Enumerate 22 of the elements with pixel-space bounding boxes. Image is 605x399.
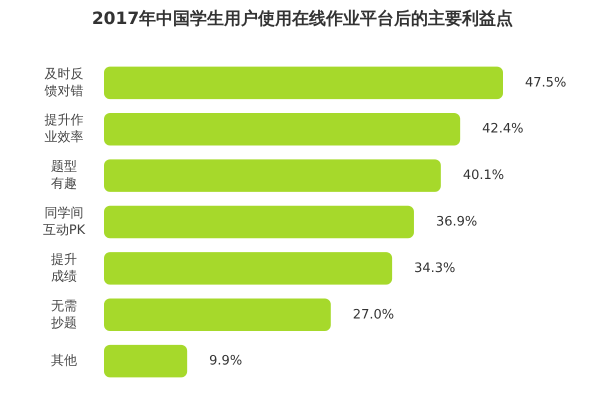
bar — [104, 66, 503, 100]
y-tick-label: 其他 — [51, 354, 77, 369]
bar — [104, 252, 392, 285]
bar — [104, 344, 188, 378]
bar — [104, 159, 441, 192]
y-tick-label: 提升成绩 — [51, 252, 77, 284]
chart-title: 2017年中国学生用户使用在线作业平台后的主要利益点 — [92, 9, 514, 29]
data-label: 9.9% — [209, 354, 242, 369]
bar — [104, 113, 460, 146]
bar — [104, 298, 331, 331]
y-tick-label: 及时反馈对错 — [44, 66, 84, 99]
y-tick-label: 同学间互动PK — [42, 206, 86, 238]
data-label: 40.1% — [462, 168, 504, 184]
data-label: 34.3% — [414, 260, 456, 276]
data-label: 42.4% — [482, 122, 524, 137]
y-tick-label: 题型有趣 — [51, 160, 77, 192]
data-label: 36.9% — [436, 214, 478, 230]
bar — [104, 206, 414, 238]
y-tick-label: 提升作业效率 — [44, 113, 84, 146]
data-label: 27.0% — [352, 307, 394, 322]
data-label: 47.5% — [525, 75, 566, 90]
y-tick-label: 无需抄题 — [51, 298, 77, 331]
